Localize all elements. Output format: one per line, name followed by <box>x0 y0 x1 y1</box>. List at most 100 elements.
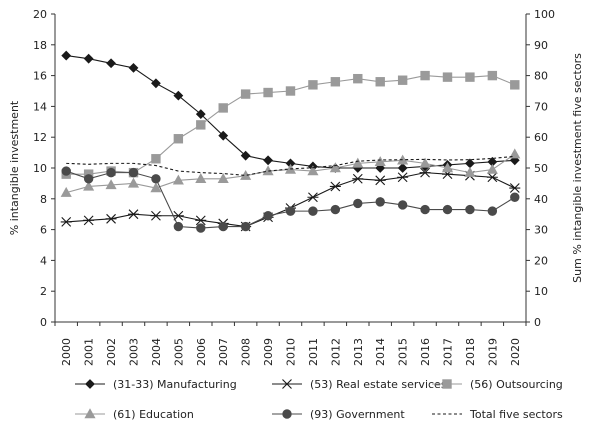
data-point <box>308 80 318 90</box>
data-point <box>218 221 228 232</box>
data-point <box>330 77 341 87</box>
data-point <box>465 204 475 215</box>
left-tick-label: 18 <box>33 39 47 52</box>
left-tick-label: 16 <box>33 70 47 83</box>
data-point <box>240 221 251 232</box>
data-point <box>172 210 184 221</box>
data-point <box>105 179 117 190</box>
data-point <box>329 162 341 173</box>
data-point <box>106 58 116 69</box>
x-tick-label: 2008 <box>240 338 253 366</box>
data-point <box>173 221 184 232</box>
x-tick-label: 2015 <box>397 338 410 366</box>
data-point <box>218 130 229 141</box>
legend-marker <box>281 379 293 389</box>
x-axis: 2000 2001 2002 2003 2004 2005 2006 2007 2008 2009… <box>54 322 527 366</box>
data-point <box>441 162 454 173</box>
data-point <box>442 204 453 215</box>
data-point <box>173 134 184 144</box>
data-point <box>195 215 207 226</box>
data-point <box>486 172 498 183</box>
data-point <box>150 210 162 221</box>
data-point <box>263 211 273 221</box>
data-point <box>465 72 475 82</box>
legend-label: (31-33) Manufacturing <box>113 378 237 391</box>
data-point <box>308 206 318 216</box>
left-axis: 0 2 4 6 8 10 12 14 16 18 20 <box>33 8 55 329</box>
right-tick-label: 90 <box>534 39 548 52</box>
x-tick-label: 2011 <box>307 338 320 366</box>
x-tick-label: 2007 <box>217 338 230 366</box>
data-point <box>352 157 364 168</box>
y-axis-title: % intangible investment <box>8 100 21 235</box>
right-tick-label: 40 <box>534 193 548 206</box>
data-point <box>173 90 184 101</box>
x-tick-label: 2005 <box>172 338 185 366</box>
data-point <box>419 167 431 178</box>
series-real-estate-services <box>60 167 521 232</box>
left-tick-label: 2 <box>40 285 47 298</box>
right-tick-label: 60 <box>534 131 548 144</box>
series-layer <box>60 50 521 233</box>
right-tick-label: 30 <box>534 224 548 237</box>
x-tick-label: 2018 <box>464 338 477 366</box>
data-point <box>196 223 206 233</box>
data-point <box>151 78 161 89</box>
left-tick-label: 14 <box>33 100 47 113</box>
data-point <box>195 173 207 183</box>
data-point <box>172 174 184 185</box>
data-point <box>329 181 341 192</box>
data-point <box>217 173 229 183</box>
data-point <box>151 174 161 184</box>
x-tick-label: 2013 <box>352 338 365 366</box>
data-point <box>263 87 273 98</box>
legend-item: (56) Outsourcing <box>432 378 563 391</box>
legend-marker <box>84 408 96 419</box>
x-tick-label: 2006 <box>195 338 208 366</box>
data-point <box>307 165 319 176</box>
data-point <box>61 50 72 61</box>
left-tick-label: 12 <box>33 131 47 144</box>
data-point <box>240 89 251 99</box>
x-tick-label: 2020 <box>509 338 522 366</box>
data-point <box>353 73 363 84</box>
data-point <box>285 86 296 96</box>
data-point <box>509 148 521 159</box>
legend-marker <box>85 379 95 389</box>
data-point <box>510 192 520 202</box>
data-point <box>375 77 385 87</box>
data-point <box>128 167 139 178</box>
data-point <box>510 80 520 90</box>
right-tick-label: 50 <box>534 162 548 175</box>
data-point <box>128 209 139 220</box>
left-tick-label: 8 <box>40 193 47 206</box>
right-tick-label: 80 <box>534 70 548 83</box>
x-tick-label: 2003 <box>128 338 141 366</box>
x-tick-label: 2017 <box>442 338 455 366</box>
series-line <box>66 155 515 176</box>
series-total-five-sectors <box>66 155 515 176</box>
left-tick-label: 6 <box>40 224 47 237</box>
legend-item: (31-33) Manufacturing <box>75 378 237 391</box>
x-tick-label: 2009 <box>262 338 275 366</box>
right-tick-label: 0 <box>534 316 541 329</box>
data-point <box>106 167 116 178</box>
data-point <box>285 206 296 216</box>
left-tick-label: 10 <box>33 162 47 175</box>
data-point <box>128 62 139 73</box>
right-tick-label: 100 <box>534 8 555 21</box>
x-tick-label: 2019 <box>486 338 499 366</box>
data-point <box>196 120 206 130</box>
x-tick-label: 2004 <box>150 338 163 366</box>
data-point <box>150 182 162 193</box>
right-tick-label: 20 <box>534 254 548 267</box>
data-point <box>60 217 72 227</box>
data-point <box>420 70 430 81</box>
data-point <box>83 215 95 226</box>
data-point <box>83 180 95 191</box>
data-point <box>374 175 386 186</box>
data-point <box>464 166 476 177</box>
x-tick-label: 2010 <box>285 338 298 366</box>
left-tick-label: 0 <box>40 316 47 329</box>
